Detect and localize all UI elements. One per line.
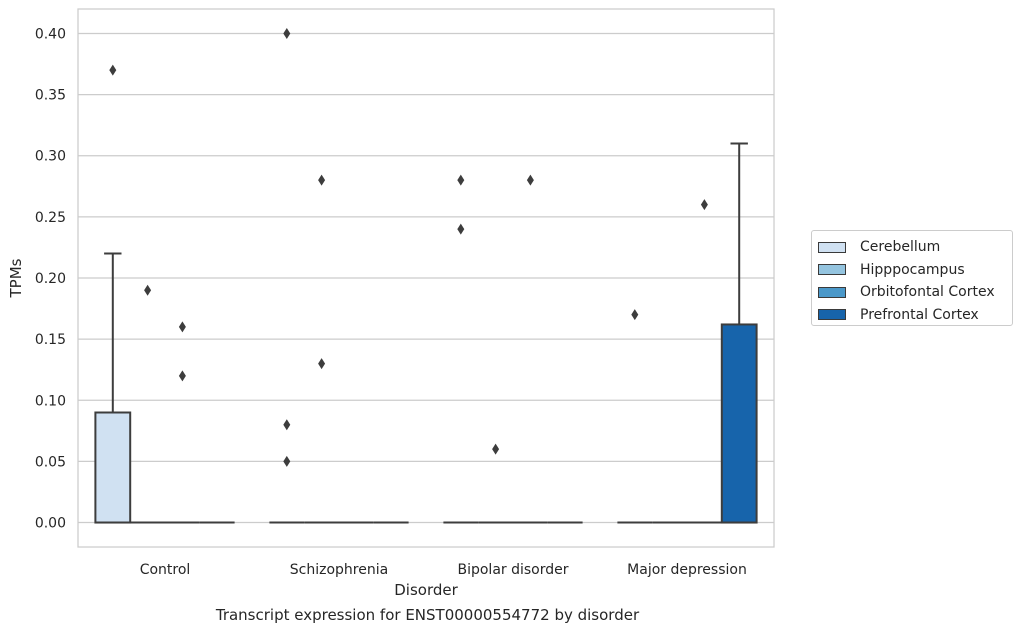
outlier-point <box>700 199 708 211</box>
outlier-point <box>631 309 639 321</box>
y-tick-labels: 0.00 0.05 0.10 0.15 0.20 0.25 0.30 0.35 0.40 <box>35 26 66 531</box>
outlier-point <box>178 321 186 333</box>
legend-item-cerebellum: Cerebellum <box>818 236 1012 259</box>
gridlines <box>78 32 774 524</box>
legend-swatch <box>818 241 846 253</box>
outlier-point <box>283 455 291 467</box>
legend-label: Orbitofontal Cortex <box>860 284 995 301</box>
legend-swatch <box>818 309 846 321</box>
y-tick-label: 0.40 <box>35 26 66 42</box>
outlier-point <box>283 27 291 39</box>
outlier-point <box>457 223 465 235</box>
y-tick-label: 0.20 <box>35 271 66 287</box>
outlier-point <box>318 358 326 370</box>
outlier-point <box>526 174 534 186</box>
legend-swatch <box>818 286 846 298</box>
x-tick-labels: Control Schizophrenia Bipolar disorder Majo… <box>140 562 747 578</box>
y-tick-label: 0.25 <box>35 210 66 226</box>
plot-area-frame <box>77 8 775 548</box>
outlier-point <box>457 174 465 186</box>
outlier-point <box>492 443 500 455</box>
outlier-point <box>318 174 326 186</box>
outlier-point <box>109 64 117 76</box>
x-tick-label: Bipolar disorder <box>457 562 568 578</box>
legend: Cerebellum Hipppocampus Orbitofontal Cor… <box>811 230 1013 326</box>
y-tick-label: 0.15 <box>35 332 66 348</box>
x-tick-label: Schizophrenia <box>290 562 388 578</box>
chart-caption: Transcript expression for ENST0000055477… <box>215 606 640 624</box>
outlier-point <box>178 370 186 382</box>
y-tick-label: 0.10 <box>35 393 66 409</box>
y-tick-label: 0.00 <box>35 516 66 532</box>
x-axis-label: Disorder <box>394 581 458 599</box>
legend-item-prefrontal-cortex: Prefrontal Cortex <box>818 304 1012 327</box>
y-axis-label: TPMs <box>7 258 25 298</box>
legend-label: Cerebellum <box>860 239 941 256</box>
x-tick-label: Control <box>140 562 191 578</box>
box <box>94 411 132 524</box>
y-tick-label: 0.05 <box>35 454 66 470</box>
y-tick-label: 0.30 <box>35 149 66 165</box>
box <box>720 323 758 524</box>
box-series <box>94 27 758 524</box>
legend-label: Hipppocampus <box>860 261 965 278</box>
legend-label: Prefrontal Cortex <box>860 306 979 323</box>
legend-swatch <box>818 264 846 276</box>
legend-item-hippocampus: Hipppocampus <box>818 259 1012 282</box>
legend-item-orbitofrontal-cortex: Orbitofontal Cortex <box>818 281 1012 304</box>
y-tick-label: 0.35 <box>35 88 66 104</box>
outlier-point <box>283 419 291 431</box>
x-tick-label: Major depression <box>627 562 747 578</box>
outlier-point <box>144 284 152 296</box>
